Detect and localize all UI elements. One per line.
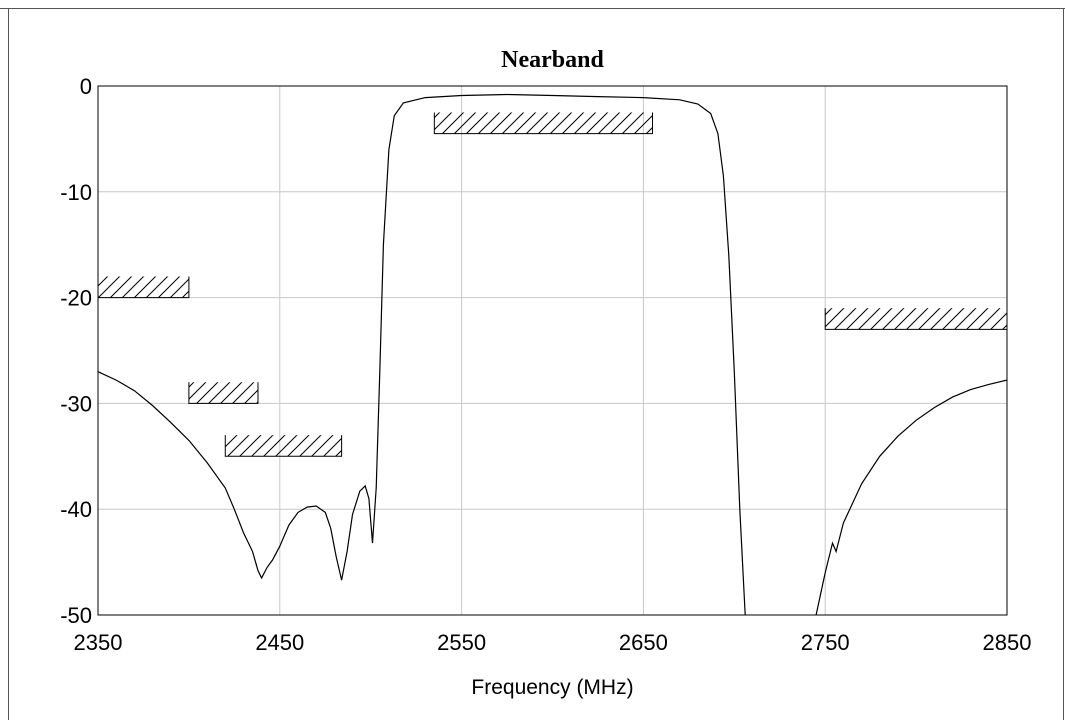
y-tick-labels: 0 -10 -20 -30 -40 -50 (60, 74, 92, 628)
x-tick-label: 2350 (74, 630, 123, 655)
y-tick-label: -20 (60, 286, 92, 311)
response-curve-line (98, 93, 746, 615)
grid (97, 85, 1008, 616)
spec-mask-group (97, 112, 1008, 457)
spec-mask-outline (188, 382, 259, 404)
spec-mask-hatch (98, 276, 189, 298)
y-tick-label: -10 (60, 180, 92, 205)
x-tick-label: 2450 (255, 630, 304, 655)
x-tick-label: 2850 (983, 630, 1032, 655)
spec-mask-hatch (825, 308, 1007, 330)
spec-mask-outline (224, 435, 343, 457)
frame-left-border (8, 8, 9, 720)
x-tick-label: 2750 (801, 630, 850, 655)
frame-top-border (0, 8, 1065, 9)
spec-mask-hatch (188, 382, 258, 404)
spec-mask-outline (433, 112, 653, 135)
spec-mask-hatch (225, 435, 342, 457)
x-tick-labels: 2350 2450 2550 2650 2750 2850 (74, 630, 1032, 655)
plot-area-border (97, 85, 1008, 616)
y-tick-label: -40 (60, 497, 92, 522)
spec-mask-hatch (434, 112, 653, 134)
x-axis-label: Frequency (MHz) (471, 676, 633, 699)
x-tick-label: 2650 (619, 630, 668, 655)
x-tick-label: 2550 (437, 630, 486, 655)
y-tick-label: -30 (60, 391, 92, 416)
frame-right-border (1063, 8, 1064, 720)
y-tick-label: 0 (80, 74, 92, 99)
y-tick-label: -50 (60, 603, 92, 628)
series-group (98, 93, 1007, 615)
chart-title: Nearband (501, 47, 604, 73)
response-curve-line (815, 379, 1007, 615)
